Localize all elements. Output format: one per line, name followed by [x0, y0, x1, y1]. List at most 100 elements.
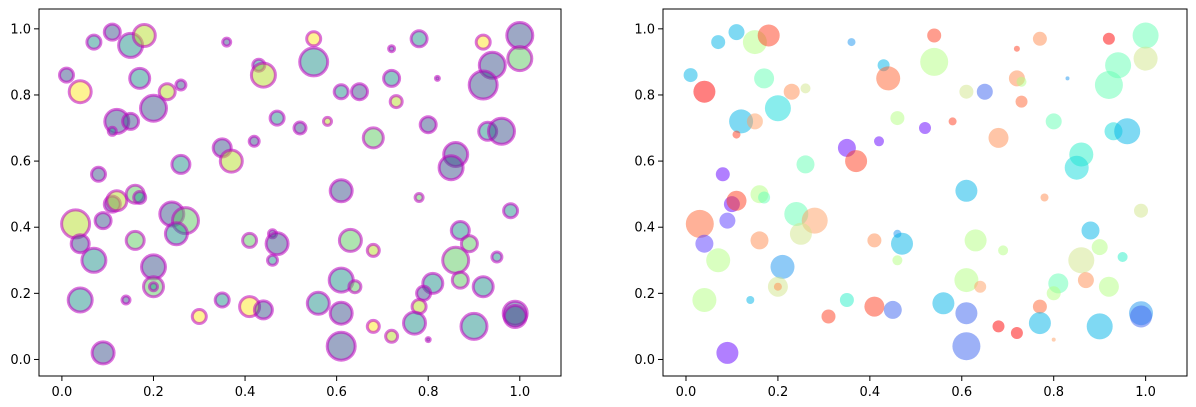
right-scatter-point	[1065, 76, 1070, 81]
right-scatter-point	[891, 232, 913, 255]
left-scatter-point	[264, 231, 290, 257]
left-scatter-point	[139, 93, 168, 123]
right-scatter-point	[1068, 247, 1095, 274]
left-scatter-point	[163, 221, 189, 247]
left-scatter-point	[247, 134, 261, 148]
right-scatter-point	[693, 80, 716, 103]
left-x-tick-label: 0.6	[326, 385, 347, 400]
right-scatter-point	[719, 212, 736, 229]
left-scatter-point	[252, 299, 274, 321]
right-scatter-point	[692, 288, 717, 312]
left-scatter-point	[347, 279, 363, 295]
right-x-tick-label: 0.4	[859, 385, 880, 400]
left-scatter-point	[213, 291, 231, 309]
right-scatter-point	[1098, 276, 1119, 297]
left-scatter-point	[93, 211, 113, 231]
right-scatter-point	[955, 179, 978, 202]
right-scatter-point	[988, 127, 1009, 148]
left-scatter-point	[388, 94, 404, 110]
left-scatter-point	[332, 83, 350, 101]
left-scatter-point	[350, 82, 369, 102]
right-x-tick-label: 0.6	[951, 385, 972, 400]
right-scatter-point	[876, 66, 901, 91]
right-scatter-point	[773, 282, 782, 291]
left-scatter-point	[174, 78, 188, 92]
right-scatter-point	[764, 95, 791, 122]
right-scatter-point	[732, 130, 741, 139]
left-scatter-point	[67, 79, 93, 105]
left-scatter-point	[90, 340, 116, 366]
right-scatter-point	[847, 38, 856, 47]
right-y-tick-label: 0.8	[634, 88, 655, 103]
left-scatter-point	[387, 44, 397, 54]
right-scatter-point	[839, 293, 854, 307]
left-scatter-point	[502, 202, 520, 220]
left-scatter-chart: 0.0 0.2 0.4 0.6 0.8 1.0 0.0 0.2 0.4 0.6 0.8 1.0	[10, 8, 562, 400]
right-scatter-point	[1016, 76, 1027, 87]
right-scatter-point	[974, 280, 987, 293]
left-scatter-point	[450, 270, 470, 290]
right-scatter-chart: 0.0 0.2 0.4 0.6 0.8 1.0 0.0 0.2 0.4 0.6 0.8 1.0	[634, 8, 1188, 400]
left-scatter-point	[85, 33, 103, 51]
left-scatter-point	[128, 66, 152, 90]
right-scatter-point	[964, 229, 987, 252]
right-scatter-point	[685, 209, 714, 238]
left-scatter-point	[241, 231, 259, 249]
right-scatter-point	[746, 113, 763, 130]
right-scatter-point	[892, 255, 903, 266]
left-scatter-point	[437, 154, 465, 182]
right-scatter-point	[789, 222, 812, 245]
right-x-tick-label: 0.0	[676, 385, 697, 400]
right-scatter-point	[1046, 286, 1061, 301]
right-scatter-point	[948, 117, 957, 126]
left-y-tick-label: 0.4	[10, 221, 31, 236]
left-scatter-point	[298, 46, 330, 78]
right-scatter-point	[959, 84, 974, 99]
right-scatter-point	[750, 231, 769, 250]
right-scatter-point	[1130, 305, 1152, 328]
left-axes-frame	[38, 8, 562, 377]
left-scatter-point	[328, 300, 354, 326]
right-scatter-point	[1117, 252, 1128, 262]
left-scatter-point	[384, 328, 400, 344]
right-scatter-point	[864, 296, 885, 317]
left-scatter-point	[157, 82, 177, 102]
left-x-tick-label: 0.0	[52, 385, 73, 400]
right-scatter-point	[1064, 155, 1089, 180]
right-scatter-point	[1010, 327, 1023, 339]
right-scatter-point	[1102, 32, 1115, 45]
right-y-tick-label: 0.0	[634, 353, 655, 368]
right-axes-frame	[662, 8, 1188, 377]
left-scatter-point	[148, 281, 159, 293]
right-scatter-point	[716, 341, 739, 364]
right-x-tick-label: 1.0	[1135, 385, 1156, 400]
right-scatter-point	[976, 83, 993, 100]
right-scatter-point	[890, 111, 905, 126]
left-scatter-point	[502, 304, 528, 329]
left-scatter-point	[120, 294, 132, 306]
left-scatter-point	[459, 234, 479, 254]
left-scatter-point	[305, 290, 331, 316]
left-scatter-point	[292, 120, 308, 136]
right-scatter-point	[955, 302, 978, 325]
left-scatter-point	[60, 208, 92, 240]
right-y-tick-label: 1.0	[634, 22, 655, 37]
left-scatter-point	[170, 153, 192, 175]
left-scatter-point	[449, 220, 471, 241]
left-scatter-point	[361, 126, 385, 150]
right-scatter-point	[1013, 45, 1020, 52]
left-scatter-point	[305, 30, 323, 48]
right-scatter-point	[1045, 113, 1062, 130]
right-scatter-point	[728, 24, 745, 41]
left-scatter-point	[471, 275, 495, 299]
right-scatter-point	[1040, 193, 1049, 202]
left-x-tick-label: 0.2	[143, 385, 164, 400]
right-x-tick-label: 0.2	[768, 385, 789, 400]
left-scatter-point	[402, 310, 427, 336]
right-scatter-point	[1086, 313, 1113, 340]
left-scatter-point	[131, 23, 157, 48]
left-scatter-point	[337, 227, 363, 253]
left-scatter-point	[328, 178, 354, 204]
right-scatter-point	[1132, 22, 1159, 49]
left-scatter-point	[190, 308, 208, 325]
